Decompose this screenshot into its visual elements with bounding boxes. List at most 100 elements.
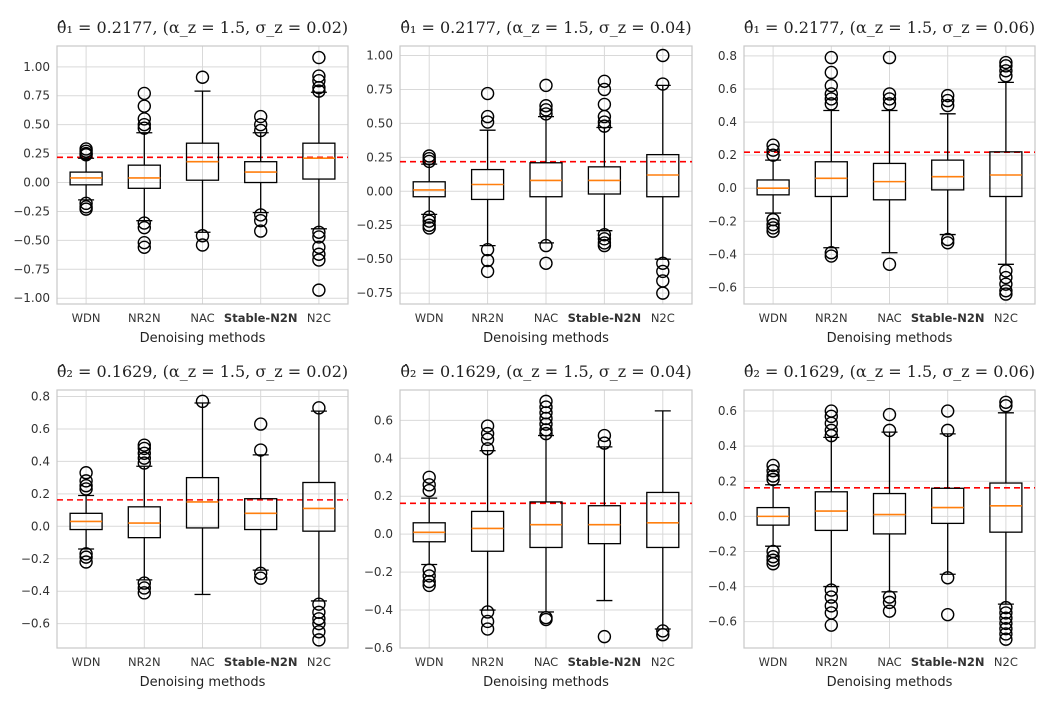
flier-point bbox=[480, 109, 495, 124]
box-stable-n2n bbox=[931, 88, 965, 250]
flier-point bbox=[766, 143, 780, 157]
flier-point bbox=[656, 256, 670, 270]
box-iqr bbox=[127, 506, 161, 539]
y-tick-label: 1.00 bbox=[366, 49, 393, 63]
flier-point bbox=[999, 284, 1013, 298]
y-tick-label: 0.25 bbox=[23, 147, 50, 161]
x-tick-label: NR2N bbox=[471, 311, 504, 325]
box-stable-n2n bbox=[587, 428, 622, 644]
flier-point bbox=[79, 202, 93, 216]
y-tick-label: −0.6 bbox=[708, 280, 737, 294]
subplot-2: 1.00 0.75 0.50 0.25 0.00 −0.25 −0.50 −0.75 WDN NR… bbox=[356, 18, 693, 346]
flier-point bbox=[312, 633, 326, 647]
subplot-3: 0.8 0.6 0.4 0.2 0.0 −0.2 −0.4 −0.6 WDN NR2N NAC Sta… bbox=[708, 18, 1036, 346]
flier-point bbox=[312, 616, 326, 631]
box-iqr bbox=[646, 491, 680, 549]
flier-point bbox=[137, 216, 152, 230]
flier-point bbox=[137, 586, 152, 600]
flier-point bbox=[882, 87, 897, 101]
x-tick-label: NAC bbox=[877, 655, 901, 669]
flier-point bbox=[597, 629, 612, 644]
flier-point bbox=[79, 550, 93, 564]
x-tick-label: NAC bbox=[190, 655, 214, 669]
box-nr2n bbox=[470, 419, 505, 636]
flier-point bbox=[312, 253, 326, 267]
x-tick-label: WDN bbox=[72, 655, 101, 669]
flier-point bbox=[656, 286, 670, 300]
flier-point bbox=[312, 74, 326, 88]
box-n2c bbox=[646, 48, 680, 300]
y-tick-label: −0.4 bbox=[21, 584, 50, 598]
box-n2c bbox=[302, 401, 336, 647]
flier-point bbox=[254, 571, 268, 585]
y-tick-label: 0.6 bbox=[31, 422, 50, 436]
flier-point bbox=[422, 214, 436, 228]
flier-point bbox=[882, 92, 897, 106]
x-tick-label: N2C bbox=[307, 655, 331, 669]
subplot-title: θ̂₂ = 0.1629, (α_z = 1.5, σ_z = 0.02) bbox=[57, 362, 348, 381]
x-axis-label: Denoising methods bbox=[827, 675, 953, 690]
subplot-5: 0.6 0.4 0.2 0.0 −0.2 −0.4 −0.6 WDN NR2N NAC Stable… bbox=[364, 362, 693, 690]
flier-point bbox=[312, 597, 326, 611]
y-tick-label: −0.6 bbox=[708, 615, 737, 629]
flier-point bbox=[766, 138, 780, 152]
y-tick-label: −0.50 bbox=[13, 233, 50, 247]
box-n2c bbox=[302, 50, 336, 297]
x-tick-label: NR2N bbox=[815, 655, 848, 669]
box-n2c bbox=[989, 395, 1023, 646]
box-nr2n bbox=[814, 404, 848, 632]
flier-point bbox=[480, 242, 495, 257]
flier-point bbox=[137, 446, 152, 460]
x-tick-label: Stable-N2N bbox=[568, 655, 642, 669]
y-tick-label: −0.4 bbox=[708, 580, 737, 594]
y-tick-label: −0.2 bbox=[364, 565, 393, 579]
flier-point bbox=[882, 604, 897, 618]
flier-point bbox=[137, 220, 152, 235]
flier-point bbox=[597, 115, 612, 129]
flier-point bbox=[941, 88, 955, 103]
subplot-title: θ̂₂ = 0.1629, (α_z = 1.5, σ_z = 0.06) bbox=[744, 362, 1035, 381]
x-tick-label: WDN bbox=[415, 655, 444, 669]
flier-point bbox=[539, 426, 553, 441]
y-tick-label: −0.4 bbox=[708, 247, 737, 261]
flier-point bbox=[254, 443, 268, 457]
flier-point bbox=[312, 283, 326, 297]
flier-point bbox=[254, 417, 268, 431]
flier-point bbox=[480, 115, 495, 129]
flier-point bbox=[999, 64, 1013, 78]
flier-point bbox=[766, 148, 780, 162]
plot-frame bbox=[399, 389, 693, 649]
flier-point bbox=[824, 409, 838, 424]
flier-point bbox=[824, 583, 838, 597]
flier-point bbox=[254, 213, 268, 228]
y-tick-label: 0.0 bbox=[374, 527, 393, 541]
box-wdn bbox=[412, 149, 446, 235]
y-tick-label: 0.0 bbox=[718, 181, 737, 195]
flier-point bbox=[422, 470, 436, 484]
flier-point bbox=[312, 80, 326, 95]
flier-point bbox=[824, 428, 838, 443]
flier-point bbox=[824, 65, 838, 80]
flier-point bbox=[941, 93, 955, 108]
box-n2c bbox=[989, 55, 1023, 301]
flier-point bbox=[766, 557, 780, 571]
y-tick-label: −1.00 bbox=[13, 291, 50, 305]
subplot-title: θ̂₂ = 0.1629, (α_z = 1.5, σ_z = 0.04) bbox=[400, 362, 691, 381]
x-tick-label: Stable-N2N bbox=[911, 655, 985, 669]
y-tick-label: 0.8 bbox=[31, 389, 50, 403]
flier-point bbox=[999, 277, 1013, 291]
subplot-title: θ̂₁ = 0.2177, (α_z = 1.5, σ_z = 0.04) bbox=[400, 18, 691, 37]
flier-point bbox=[79, 148, 93, 162]
box-nac bbox=[872, 407, 907, 618]
flier-point bbox=[254, 224, 268, 238]
box-iqr bbox=[302, 481, 336, 532]
flier-point bbox=[999, 287, 1013, 301]
flier-point bbox=[137, 581, 152, 595]
flier-point bbox=[254, 566, 268, 581]
flier-point bbox=[254, 123, 268, 138]
box-iqr bbox=[756, 179, 790, 196]
y-tick-label: 0.8 bbox=[718, 49, 737, 63]
box-nac bbox=[529, 394, 563, 627]
y-tick-label: −0.25 bbox=[13, 204, 50, 218]
flier-point bbox=[941, 571, 955, 585]
